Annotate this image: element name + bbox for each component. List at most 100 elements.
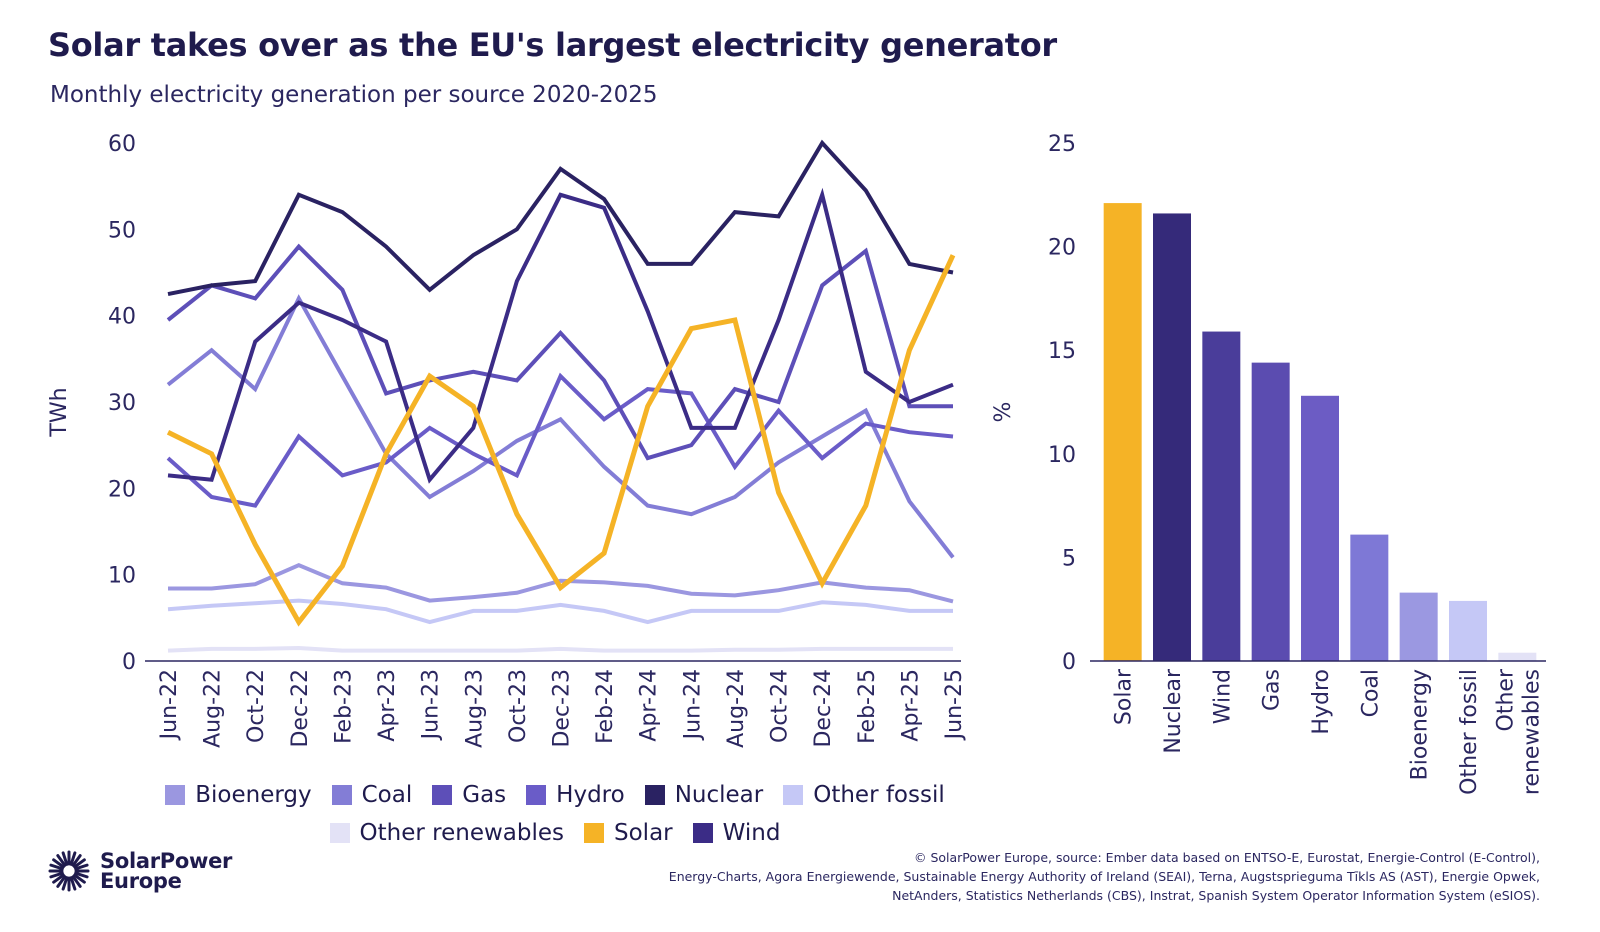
bar-other-fossil — [1449, 600, 1487, 661]
line-chart: 0 10 20 30 40 50 60 TWh Jun-22 Aug-22 Oct-22 Dec-22… — [47, 132, 967, 748]
chart-title: Solar takes over as the EU's largest ele… — [48, 26, 1057, 64]
legend-item-hydro: Hydro — [526, 782, 625, 808]
bar-x-tick-bioenergy: Bioenergy — [1408, 669, 1433, 780]
bar-other-renewables — [1498, 652, 1537, 661]
legend-item-other-renewables: Other renewables — [329, 820, 565, 846]
line-x-tick-apr-23: Apr-23 — [375, 669, 400, 742]
legend-swatch-nuclear — [644, 785, 665, 805]
legend-item-solar: Solar — [584, 820, 673, 846]
logo-line-1: SolarPower — [100, 849, 233, 873]
series-line-coal — [166, 294, 955, 559]
line-x-tick-dec-24: Dec-24 — [811, 669, 836, 748]
legend-swatch-solar — [584, 823, 605, 843]
series-line-gas — [166, 243, 953, 461]
line-x-tick-jun-25: Jun-25 — [942, 669, 967, 741]
bar-x-tick-other-fossil: Other fossil — [1457, 669, 1482, 795]
legend-item-bioenergy: Bioenergy — [165, 782, 312, 808]
bar-chart: 0 5 10 15 20 25% Solar Nuclear Wind Gas Hydro Coal B… — [991, 132, 1546, 795]
bar-x-tick-gas: Gas — [1260, 669, 1285, 711]
legend: Bioenergy Coal Gas Hydro Nuclear Other fossil… — [160, 782, 950, 846]
bar-wind — [1202, 331, 1241, 661]
bar-y-tick-10: 10 — [1048, 443, 1076, 468]
bar-y-tick-5: 5 — [1062, 546, 1076, 571]
line-x-tick-feb-24: Feb-24 — [593, 669, 618, 744]
line-y-tick-0: 0 — [122, 650, 136, 675]
bar-y-tick-0: 0 — [1062, 650, 1076, 675]
source-line-3: NetAnders, Statistics Netherlands (CBS),… — [892, 888, 1540, 903]
bar-x-tick-coal: Coal — [1358, 669, 1383, 717]
series-line-wind — [167, 187, 954, 484]
bar-bioenergy — [1399, 592, 1438, 661]
line-y-tick-40: 40 — [108, 305, 136, 330]
line-y-tick-20: 20 — [108, 477, 136, 502]
bar-gas — [1251, 362, 1290, 661]
bar-y-tick-20: 20 — [1048, 236, 1076, 261]
bar-y-axis-label: % — [991, 402, 1016, 423]
legend-item-wind: Wind — [692, 820, 781, 846]
legend-label-other-fossil: Other fossil — [813, 782, 945, 808]
line-x-tick-aug-24: Aug-24 — [724, 669, 749, 748]
series-line-solar — [166, 254, 956, 627]
bar-x-tick-solar: Solar — [1112, 668, 1137, 725]
legend-swatch-hydro — [526, 785, 547, 805]
bar-coal — [1350, 534, 1389, 661]
series-line-nuclear — [167, 139, 954, 297]
legend-swatch-gas — [432, 785, 453, 805]
bar-x-tick-other-renewables-line-1: Other — [1493, 668, 1518, 731]
bar-x-tick-wind: Wind — [1210, 669, 1235, 724]
source-line-1: © SolarPower Europe, source: Ember data … — [913, 850, 1540, 865]
legend-label-gas: Gas — [462, 782, 507, 808]
legend-label-coal: Coal — [361, 782, 413, 808]
bar-x-tick-hydro: Hydro — [1309, 669, 1334, 735]
line-x-tick-jun-23: Jun-23 — [419, 669, 444, 741]
bar-x-tick-other-renewables-line-2: renewables — [1519, 669, 1544, 795]
line-x-tick-aug-23: Aug-23 — [462, 669, 487, 748]
series-line-other-fossil — [167, 598, 953, 625]
solarpower-europe-logo: SolarPower Europe — [48, 850, 232, 892]
bar-hydro — [1301, 395, 1339, 661]
sun-burst-icon — [48, 850, 90, 892]
legend-swatch-other-renewables — [329, 823, 350, 843]
line-x-tick-oct-22: Oct-22 — [244, 669, 269, 743]
line-x-tick-feb-25: Feb-25 — [855, 669, 880, 744]
line-x-tick-dec-23: Dec-23 — [550, 669, 575, 748]
line-x-tick-aug-22: Aug-22 — [201, 669, 226, 748]
legend-label-solar: Solar — [614, 820, 673, 846]
line-x-tick-dec-22: Dec-22 — [288, 669, 313, 748]
legend-label-wind: Wind — [722, 820, 781, 846]
legend-item-nuclear: Nuclear — [644, 782, 764, 808]
legend-item-coal: Coal — [331, 782, 413, 808]
line-x-tick-jun-24: Jun-24 — [680, 669, 705, 741]
series-line-other-renewables — [167, 645, 953, 653]
legend-swatch-coal — [331, 785, 352, 805]
legend-swatch-wind — [692, 823, 713, 843]
logo-line-2: Europe — [100, 869, 182, 893]
legend-label-nuclear: Nuclear — [674, 782, 764, 808]
legend-label-bioenergy: Bioenergy — [195, 782, 312, 808]
source-line-2: Energy-Charts, Agora Energiewende, Susta… — [668, 869, 1540, 884]
line-x-tick-apr-25: Apr-25 — [898, 669, 923, 742]
bar-y-tick-25: 25 — [1048, 132, 1076, 157]
line-y-tick-60: 60 — [108, 132, 136, 157]
line-x-tick-jun-22: Jun-22 — [157, 669, 182, 741]
legend-item-other-fossil: Other fossil — [783, 782, 945, 808]
bar-x-tick-nuclear: Nuclear — [1161, 668, 1186, 754]
legend-swatch-other-fossil — [783, 785, 804, 805]
bar-nuclear — [1153, 213, 1191, 661]
line-y-tick-10: 10 — [108, 564, 136, 589]
line-y-axis-label: TWh — [47, 387, 72, 437]
source-note: © SolarPower Europe, source: Ember data … — [620, 848, 1540, 905]
legend-label-hydro: Hydro — [556, 782, 625, 808]
legend-label-other-renewables: Other renewables — [359, 820, 565, 846]
line-x-tick-oct-23: Oct-23 — [506, 669, 531, 743]
legend-swatch-bioenergy — [165, 785, 186, 805]
line-y-tick-50: 50 — [108, 218, 136, 243]
chart-subtitle: Monthly electricity generation per sourc… — [50, 82, 658, 108]
line-y-tick-30: 30 — [108, 391, 136, 416]
bar-y-tick-15: 15 — [1048, 339, 1076, 364]
line-x-tick-feb-23: Feb-23 — [331, 669, 356, 744]
line-x-tick-oct-24: Oct-24 — [768, 669, 793, 743]
bar-solar — [1103, 203, 1142, 661]
line-x-tick-apr-24: Apr-24 — [637, 669, 662, 742]
